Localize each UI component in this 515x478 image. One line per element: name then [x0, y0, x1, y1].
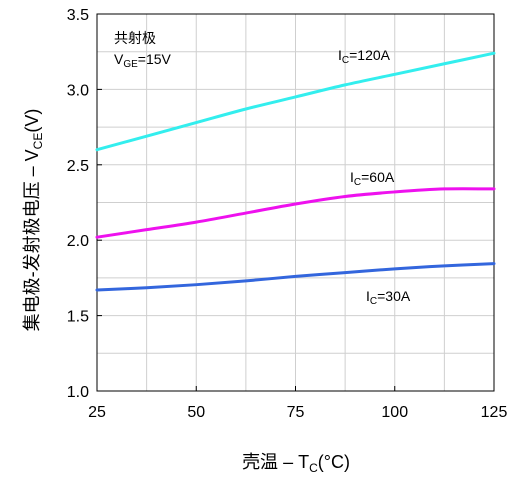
series-label-60a: IC=60A: [350, 169, 395, 188]
x-tick-label: 100: [381, 404, 408, 421]
series-line-2: [95, 262, 496, 292]
note-line-1: 共射极: [114, 30, 156, 46]
series-label-120a: IC=120A: [338, 47, 391, 66]
series-label-60a-sub: C: [354, 177, 361, 188]
y-tick-label: 3.5: [67, 7, 89, 24]
grid: [97, 14, 494, 391]
x-tick-label: 125: [481, 404, 508, 421]
note-vge-sub: GE: [123, 59, 138, 70]
ticks: 25 50 75 100 125 1.0 1.5 2.0 2.5 3.0 3.5: [67, 7, 508, 421]
x-axis-title-main: 壳温 – T: [242, 452, 309, 472]
x-tick-label: 25: [88, 404, 106, 421]
y-axis-title-main: 集电极-发射极电压 – V: [22, 149, 42, 331]
series-line-0: [95, 51, 496, 152]
y-tick-label: 3.0: [67, 82, 89, 99]
y-axis-title-tail: (V): [22, 109, 42, 133]
series-label-120a-tail: =120A: [349, 47, 391, 63]
y-tick-label: 1.0: [67, 384, 89, 401]
y-axis-title-sub: CE: [31, 133, 45, 150]
series-label-30a: IC=30A: [366, 288, 411, 307]
y-tick-label: 2.0: [67, 233, 89, 250]
x-tick-label: 75: [287, 404, 305, 421]
x-axis-title: 壳温 – TC(°C): [242, 452, 350, 475]
note-line-2: VGE=15V: [114, 51, 172, 70]
series-lines: [95, 51, 496, 292]
series-label-30a-main: I: [366, 288, 370, 304]
series-line-1: [95, 187, 496, 239]
note-vge-main: V: [114, 51, 124, 67]
y-axis-title: 集电极-发射极电压 – VCE(V): [22, 109, 45, 332]
x-axis-title-sub: C: [309, 461, 318, 475]
series-label-30a-sub: C: [370, 296, 377, 307]
y-tick-label: 2.5: [67, 158, 89, 175]
note-vge-tail: =15V: [138, 51, 172, 67]
series-label-120a-main: I: [338, 47, 342, 63]
series-label-30a-tail: =30A: [377, 288, 411, 304]
series-label-60a-tail: =60A: [361, 169, 395, 185]
x-axis-title-tail: (°C): [318, 452, 350, 472]
series-label-120a-sub: C: [342, 55, 349, 66]
y-tick-label: 1.5: [67, 309, 89, 326]
series-label-60a-main: I: [350, 169, 354, 185]
x-tick-label: 50: [187, 404, 205, 421]
